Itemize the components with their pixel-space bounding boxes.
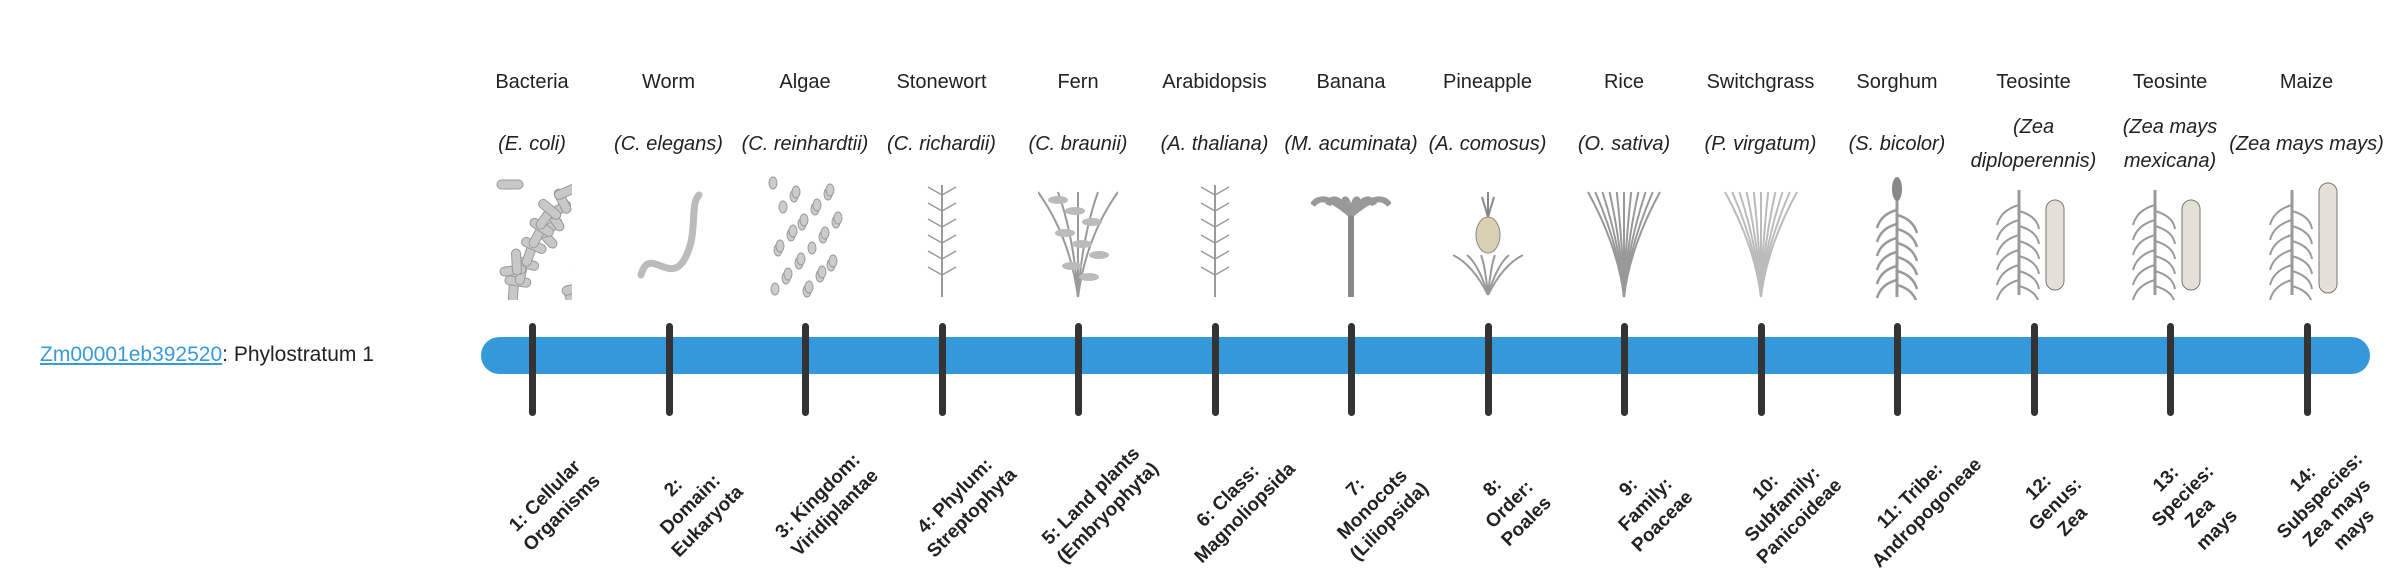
common-name: Worm bbox=[642, 71, 695, 93]
common-name: Rice bbox=[1603, 71, 1644, 93]
stratum-label: 13: Species: Zea mays bbox=[2148, 461, 2242, 555]
stratum-label: 11: Tribe: Andropogoneae bbox=[1868, 454, 1987, 573]
stratum-tick bbox=[1211, 323, 1219, 416]
arabidopsis-illustration-icon bbox=[1175, 175, 1255, 300]
bacteria-illustration-icon bbox=[492, 175, 589, 312]
stratum-label: 7: Monocots (Liliopsida) bbox=[1333, 465, 1433, 565]
scientific-name: (P. virgatum) bbox=[1683, 104, 1839, 184]
switchgrass-illustration-icon bbox=[1721, 175, 1801, 300]
scientific-name: (Zea diploperennis) bbox=[1956, 104, 2112, 184]
scientific-name: (C. elegans) bbox=[591, 104, 747, 184]
scientific-name: (E. coli) bbox=[454, 104, 610, 184]
teosinte-illustration-icon bbox=[2130, 175, 2210, 305]
sorghum-illustration-icon bbox=[1857, 175, 1937, 304]
stratum-tick bbox=[1621, 323, 1628, 416]
stratum-label: 1: Cellular Organisms bbox=[505, 456, 605, 556]
stratum-tick bbox=[938, 323, 946, 416]
scientific-name-text: (P. virgatum) bbox=[1704, 133, 1817, 155]
common-name: Bacteria bbox=[495, 71, 569, 93]
stratum-label: 10: Subfamily: Panicoideae bbox=[1740, 462, 1846, 569]
worm-illustration-icon bbox=[629, 175, 709, 300]
stratum-tick bbox=[1348, 323, 1355, 416]
common-name: Stonewort bbox=[896, 71, 987, 93]
scientific-name: (A. comosus) bbox=[1410, 104, 1566, 184]
stratum-tick bbox=[1894, 323, 1901, 416]
common-name: Fern bbox=[1057, 71, 1099, 93]
stratum-tick bbox=[2303, 323, 2311, 416]
scientific-name-text: (A. comosus) bbox=[1428, 133, 1547, 155]
scientific-name: (C. richardii) bbox=[864, 104, 1020, 184]
common-name: Pineapple bbox=[1443, 71, 1532, 93]
maize-illustration-icon bbox=[2267, 175, 2347, 305]
common-name: Teosinte bbox=[2132, 71, 2208, 93]
stratum-tick bbox=[529, 323, 536, 416]
stratum-tick bbox=[2167, 323, 2174, 416]
common-name: Teosinte bbox=[1996, 71, 2071, 93]
stratum-label: 14: Subspecies: Zea mays mays bbox=[2272, 449, 2379, 555]
stratum-tick bbox=[1484, 323, 1492, 416]
scientific-name: (C. braunii) bbox=[1000, 104, 1156, 184]
scientific-name-text: (Zea diploperennis) bbox=[1970, 116, 2097, 172]
stratum-label: 3: Kingdom: Viridiplantae bbox=[771, 449, 883, 561]
common-name: Arabidopsis bbox=[1162, 71, 1267, 93]
stratum-tick bbox=[1075, 323, 1082, 416]
rice-illustration-icon bbox=[1584, 175, 1664, 300]
phylostratum-timeline-bar bbox=[481, 337, 2370, 374]
stratum-tick bbox=[802, 323, 809, 416]
scientific-name: (A. thaliana) bbox=[1137, 104, 1293, 184]
scientific-name-text: (A. thaliana) bbox=[1160, 133, 1269, 155]
scientific-name-text: (M. acuminata) bbox=[1284, 133, 1418, 155]
gene-id-link[interactable]: Zm00001eb392520 bbox=[40, 343, 223, 366]
stratum-label: 4: Phylum: Streptophyta bbox=[912, 454, 1021, 562]
scientific-name: (Zea mays mexicana) bbox=[2092, 104, 2248, 184]
scientific-name-text: (C. braunii) bbox=[1028, 133, 1128, 155]
scientific-name-text: (C. elegans) bbox=[614, 133, 723, 155]
stratum-label: 2: Domain: Eukaryota bbox=[655, 470, 748, 562]
scientific-name: (C. reinhardtii) bbox=[727, 104, 883, 184]
scientific-name-text: (O. sativa) bbox=[1577, 133, 1671, 155]
gene-label: Zm00001eb392520: Phylostratum 1 bbox=[40, 340, 374, 370]
stratum-tick bbox=[2030, 323, 2038, 416]
scientific-name-text: (C. richardii) bbox=[887, 133, 996, 155]
banana-illustration-icon bbox=[1310, 175, 1392, 300]
stratum-tick bbox=[665, 323, 673, 416]
common-name: Switchgrass bbox=[1706, 71, 1815, 93]
scientific-name-text: (C. reinhardtii) bbox=[741, 133, 869, 155]
scientific-name: (O. sativa) bbox=[1546, 104, 1702, 184]
stratum-label: 9: Family: Poaceae bbox=[1614, 473, 1698, 557]
scientific-name-text: (Zea mays mays) bbox=[2229, 133, 2384, 155]
stratum-label: 8: Order: Poales bbox=[1478, 474, 1556, 551]
common-name: Banana bbox=[1316, 71, 1386, 93]
phylostratum-text: : Phylostratum 1 bbox=[222, 343, 374, 366]
scientific-name-text: (Zea mays mexicana) bbox=[2122, 116, 2218, 172]
algae-illustration-icon bbox=[765, 175, 845, 300]
stonewort-illustration-icon bbox=[902, 175, 982, 300]
common-name: Sorghum bbox=[1856, 71, 1938, 93]
fern-illustration-icon bbox=[1037, 175, 1119, 300]
stratum-label: 6: Class: Magnoliopsida bbox=[1190, 458, 1300, 568]
teosinte-illustration-icon bbox=[1994, 175, 2074, 305]
scientific-name: (S. bicolor) bbox=[1819, 104, 1975, 184]
common-name: Algae bbox=[779, 71, 831, 93]
scientific-name: (M. acuminata) bbox=[1273, 104, 1429, 184]
scientific-name-text: (E. coli) bbox=[498, 133, 566, 155]
scientific-name: (Zea mays mays) bbox=[2229, 104, 2385, 184]
pineapple-illustration-icon bbox=[1448, 175, 1528, 300]
scientific-name-text: (S. bicolor) bbox=[1848, 133, 1946, 155]
common-name: Maize bbox=[2279, 71, 2334, 93]
stratum-label: 12: Genus: Zea bbox=[2021, 470, 2092, 541]
stratum-label: 5: Land plants (Embryophyta) bbox=[1038, 443, 1163, 568]
stratum-tick bbox=[1757, 323, 1765, 416]
